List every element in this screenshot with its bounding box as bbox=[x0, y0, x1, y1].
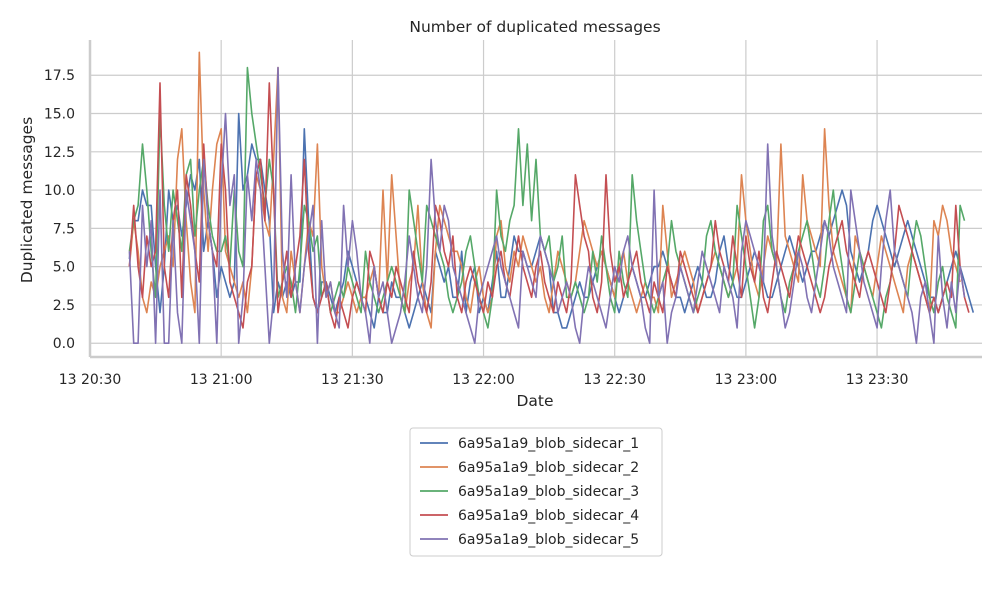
y-tick-label: 0.0 bbox=[53, 336, 75, 352]
series-line-3 bbox=[128, 66, 966, 329]
y-tick-label: 7.5 bbox=[53, 221, 75, 237]
series-lines bbox=[128, 51, 975, 345]
y-tick-label: 2.5 bbox=[53, 298, 75, 314]
x-tick-label: 13 23:00 bbox=[715, 372, 778, 388]
x-tick-label: 13 23:30 bbox=[846, 372, 909, 388]
series-line-4 bbox=[128, 82, 970, 329]
y-tick-label: 5.0 bbox=[53, 260, 75, 276]
y-axis-label: Duplicated messages bbox=[18, 117, 36, 283]
legend-entry-label: 6a95a1a9_blob_sidecar_4 bbox=[458, 508, 639, 524]
legend-box bbox=[409, 427, 663, 557]
x-axis-label: Date bbox=[516, 392, 553, 410]
x-tick-label: 13 21:30 bbox=[321, 372, 384, 388]
x-tick-labels: 13 20:30 13 21:00 13 21:30 13 22:00 13 22:30… bbox=[59, 372, 909, 388]
series-line-5 bbox=[128, 66, 966, 345]
y-tick-label: 17.5 bbox=[44, 68, 75, 84]
y-tick-label: 10.0 bbox=[44, 183, 75, 199]
x-tick-label: 13 21:00 bbox=[190, 372, 253, 388]
series-line-2 bbox=[128, 51, 961, 329]
legend-entry-label: 6a95a1a9_blob_sidecar_5 bbox=[458, 532, 639, 548]
y-tick-label: 15.0 bbox=[44, 107, 75, 123]
x-tick-label: 13 20:30 bbox=[59, 372, 122, 388]
legend-entry-label: 6a95a1a9_blob_sidecar_3 bbox=[458, 484, 639, 500]
legend-entry-label: 6a95a1a9_blob_sidecar_2 bbox=[458, 460, 639, 476]
legend: 6a95a1a9_blob_sidecar_1 6a95a1a9_blob_sid… bbox=[409, 427, 663, 557]
x-tick-label: 13 22:00 bbox=[452, 372, 515, 388]
legend-entry-label: 6a95a1a9_blob_sidecar_1 bbox=[458, 436, 639, 452]
y-tick-label: 12.5 bbox=[44, 145, 75, 161]
axes bbox=[88, 40, 982, 359]
y-tick-labels: 0.0 2.5 5.0 7.5 10.0 12.5 15.0 17.5 bbox=[44, 68, 75, 352]
chart-title: Number of duplicated messages bbox=[409, 18, 660, 36]
x-tick-label: 13 22:30 bbox=[583, 372, 646, 388]
